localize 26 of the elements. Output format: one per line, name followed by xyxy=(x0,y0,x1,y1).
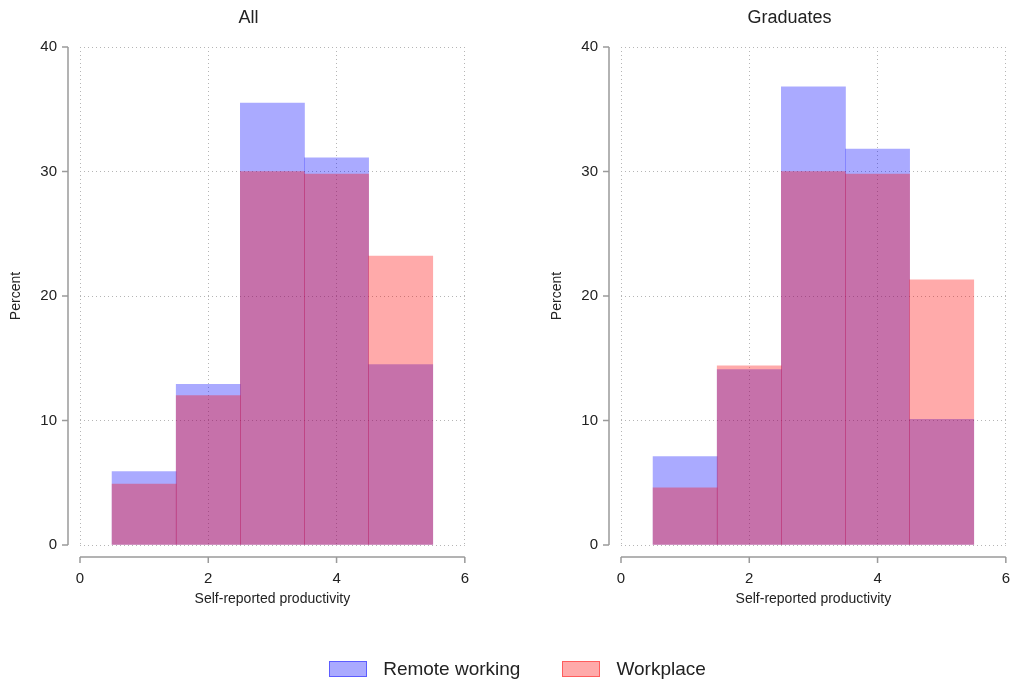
y-tick-label: 10 xyxy=(40,410,57,428)
y-tick-label: 30 xyxy=(581,161,598,179)
y-tick-label: 40 xyxy=(40,37,57,55)
y-tick-label: 10 xyxy=(581,410,598,428)
chart-title: Graduates xyxy=(747,6,832,27)
legend-label: Remote working xyxy=(383,658,521,680)
x-tick-label: 6 xyxy=(1001,569,1010,587)
y-tick-label: 30 xyxy=(40,161,57,179)
x-tick-label: 2 xyxy=(745,569,754,587)
x-tick-label: 4 xyxy=(873,569,882,587)
x-tick-label: 4 xyxy=(332,569,341,587)
x-axis-title: Self-reported productivity xyxy=(735,590,892,607)
y-tick-label: 20 xyxy=(40,286,57,304)
y-tick-label: 0 xyxy=(589,535,598,553)
y-axis-title: Percent xyxy=(7,271,24,321)
chart-title: All xyxy=(238,6,259,27)
y-tick-label: 40 xyxy=(581,37,598,55)
y-tick-label: 0 xyxy=(48,535,57,553)
legend-label: Workplace xyxy=(616,658,706,680)
x-tick-label: 0 xyxy=(75,569,85,587)
x-tick-label: 2 xyxy=(204,569,213,587)
x-tick-label: 6 xyxy=(460,569,469,587)
x-axis-title: Self-reported productivity xyxy=(194,590,351,607)
y-tick-label: 20 xyxy=(581,286,598,304)
x-tick-label: 0 xyxy=(616,569,626,587)
y-axis-title: Percent xyxy=(548,271,565,321)
